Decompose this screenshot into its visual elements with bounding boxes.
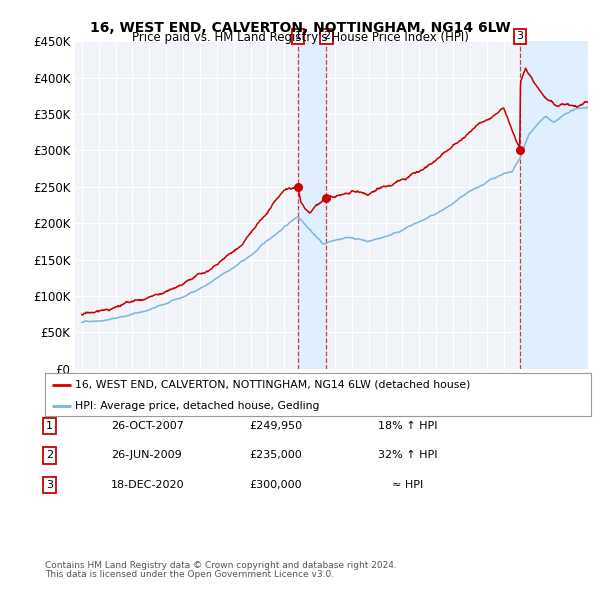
- Text: This data is licensed under the Open Government Licence v3.0.: This data is licensed under the Open Gov…: [45, 570, 334, 579]
- Text: 1: 1: [295, 31, 302, 41]
- Bar: [520, 41, 588, 369]
- Text: 3: 3: [517, 31, 523, 41]
- Text: 16, WEST END, CALVERTON, NOTTINGHAM, NG14 6LW (detached house): 16, WEST END, CALVERTON, NOTTINGHAM, NG1…: [75, 380, 470, 390]
- Text: 32% ↑ HPI: 32% ↑ HPI: [378, 451, 438, 460]
- Text: £235,000: £235,000: [250, 451, 302, 460]
- Text: 1: 1: [46, 421, 53, 431]
- Text: 16, WEST END, CALVERTON, NOTTINGHAM, NG14 6LW: 16, WEST END, CALVERTON, NOTTINGHAM, NG1…: [89, 21, 511, 35]
- Point: [515, 146, 524, 155]
- Point: [293, 182, 303, 192]
- Text: Contains HM Land Registry data © Crown copyright and database right 2024.: Contains HM Land Registry data © Crown c…: [45, 560, 397, 569]
- Text: 2: 2: [323, 31, 330, 41]
- Text: 3: 3: [46, 480, 53, 490]
- Text: HPI: Average price, detached house, Gedling: HPI: Average price, detached house, Gedl…: [75, 401, 320, 411]
- Text: ≈ HPI: ≈ HPI: [392, 480, 424, 490]
- Bar: [298, 41, 326, 369]
- Text: 26-OCT-2007: 26-OCT-2007: [111, 421, 184, 431]
- Text: Price paid vs. HM Land Registry's House Price Index (HPI): Price paid vs. HM Land Registry's House …: [131, 31, 469, 44]
- Text: 2: 2: [46, 451, 53, 460]
- Text: 26-JUN-2009: 26-JUN-2009: [111, 451, 182, 460]
- Text: £300,000: £300,000: [250, 480, 302, 490]
- Text: 18% ↑ HPI: 18% ↑ HPI: [378, 421, 438, 431]
- Text: £249,950: £249,950: [250, 421, 302, 431]
- Point: [322, 193, 331, 202]
- Text: 18-DEC-2020: 18-DEC-2020: [111, 480, 185, 490]
